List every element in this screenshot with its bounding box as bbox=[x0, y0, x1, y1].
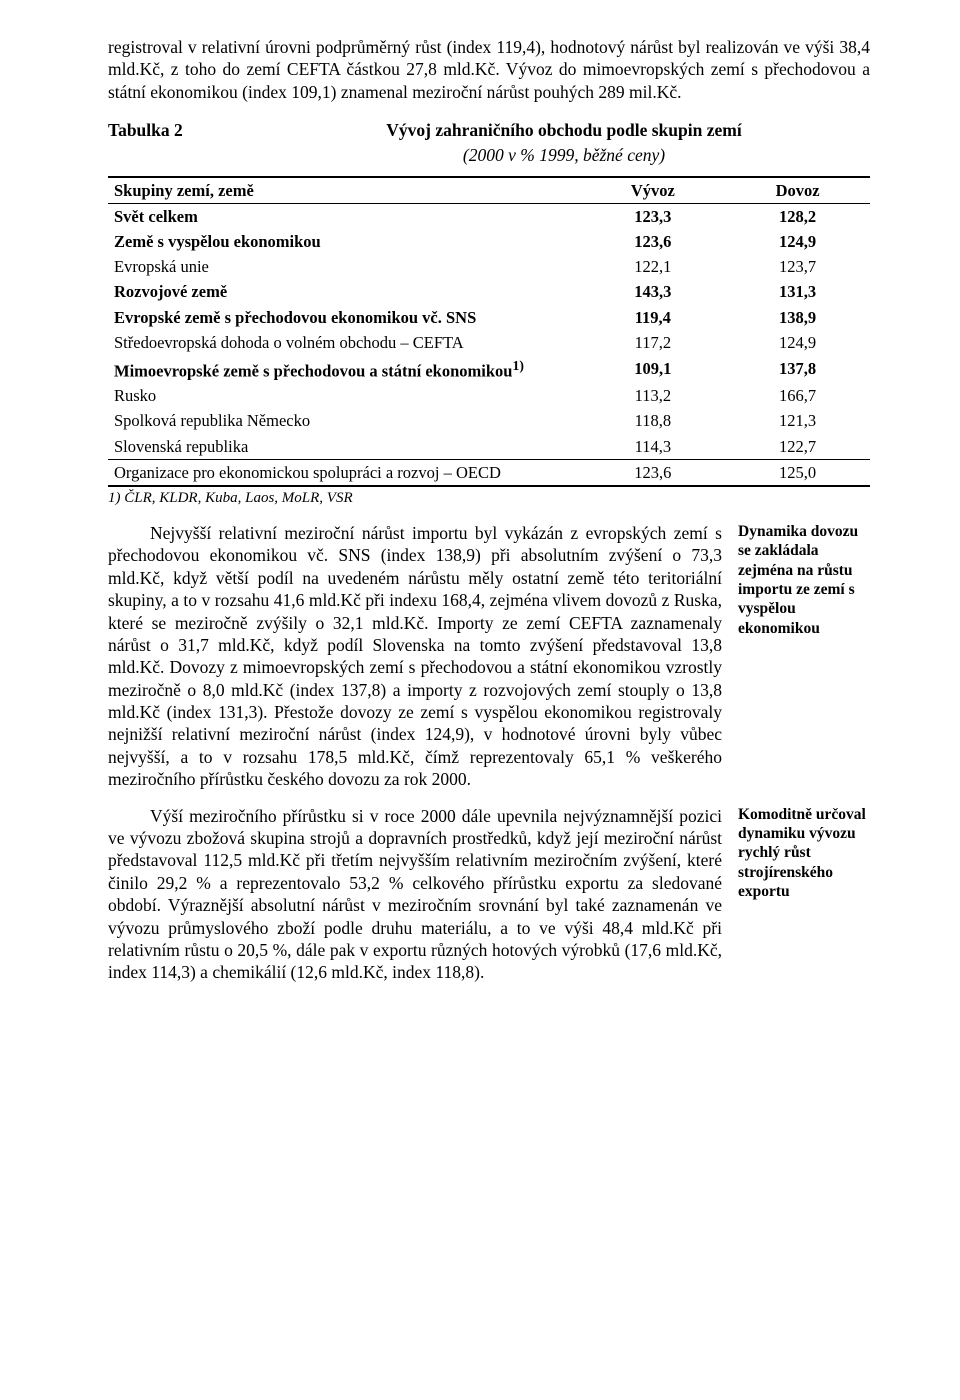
table-row: Rozvojové země143,3131,3 bbox=[108, 279, 870, 304]
row-import: 131,3 bbox=[725, 279, 870, 304]
table-footnote: 1) ČLR, KLDR, Kuba, Laos, MoLR, VSR bbox=[108, 489, 870, 508]
content-block-1: Nejvyšší relativní meziroční nárůst impo… bbox=[108, 522, 870, 791]
table-row: Spolková republika Německo118,8121,3 bbox=[108, 408, 870, 433]
row-label: Rusko bbox=[108, 383, 580, 408]
row-label: Mimoevropské země s přechodovou a státní… bbox=[108, 355, 580, 384]
row-label: Rozvojové země bbox=[108, 279, 580, 304]
paragraph-export-text: Výší meziročního přírůstku si v roce 200… bbox=[108, 805, 722, 984]
table-row: Slovenská republika114,3122,7 bbox=[108, 434, 870, 460]
row-label: Svět celkem bbox=[108, 204, 580, 230]
paragraph-import-text: Nejvyšší relativní meziroční nárůst impo… bbox=[108, 522, 722, 791]
sidenote-export: Komoditně určoval dynamiku vývozu rychlý… bbox=[738, 805, 870, 984]
header-name: Skupiny zemí, země bbox=[108, 177, 580, 204]
paragraph-import: Nejvyšší relativní meziroční nárůst impo… bbox=[108, 522, 722, 791]
row-export: 114,3 bbox=[580, 434, 725, 460]
row-export: 118,8 bbox=[580, 408, 725, 433]
row-export: 113,2 bbox=[580, 383, 725, 408]
table-row: Středoevropská dohoda o volném obchodu –… bbox=[108, 330, 870, 355]
header-import: Dovoz bbox=[725, 177, 870, 204]
header-export: Vývoz bbox=[580, 177, 725, 204]
data-table: Skupiny zemí, země Vývoz Dovoz Svět celk… bbox=[108, 176, 870, 487]
row-export: 123,6 bbox=[580, 459, 725, 486]
sidenote-import: Dynamika dovozu se zakládala zejména na … bbox=[738, 522, 870, 791]
row-import: 137,8 bbox=[725, 355, 870, 384]
row-import: 125,0 bbox=[725, 459, 870, 486]
table-header-row: Skupiny zemí, země Vývoz Dovoz bbox=[108, 177, 870, 204]
table-row: Rusko113,2166,7 bbox=[108, 383, 870, 408]
row-import: 122,7 bbox=[725, 434, 870, 460]
table-title: Vývoj zahraničního obchodu podle skupin … bbox=[258, 119, 870, 141]
table-subtitle: (2000 v % 1999, běžné ceny) bbox=[258, 144, 870, 166]
table-row: Organizace pro ekonomickou spolupráci a … bbox=[108, 459, 870, 486]
row-import: 128,2 bbox=[725, 204, 870, 230]
row-import: 124,9 bbox=[725, 229, 870, 254]
row-import: 166,7 bbox=[725, 383, 870, 408]
row-import: 123,7 bbox=[725, 254, 870, 279]
row-label: Organizace pro ekonomickou spolupráci a … bbox=[108, 459, 580, 486]
row-export: 123,6 bbox=[580, 229, 725, 254]
table-row: Svět celkem123,3128,2 bbox=[108, 204, 870, 230]
row-label: Země s vyspělou ekonomikou bbox=[108, 229, 580, 254]
row-import: 124,9 bbox=[725, 330, 870, 355]
row-label: Evropské země s přechodovou ekonomikou v… bbox=[108, 305, 580, 330]
row-label: Středoevropská dohoda o volném obchodu –… bbox=[108, 330, 580, 355]
row-import: 121,3 bbox=[725, 408, 870, 433]
row-export: 143,3 bbox=[580, 279, 725, 304]
table-title-row: Tabulka 2 Vývoj zahraničního obchodu pod… bbox=[108, 119, 870, 141]
row-export: 109,1 bbox=[580, 355, 725, 384]
paragraph-export: Výší meziročního přírůstku si v roce 200… bbox=[108, 805, 722, 984]
row-label: Evropská unie bbox=[108, 254, 580, 279]
table-row: Evropská unie122,1123,7 bbox=[108, 254, 870, 279]
row-export: 117,2 bbox=[580, 330, 725, 355]
table-label: Tabulka 2 bbox=[108, 119, 258, 141]
row-export: 123,3 bbox=[580, 204, 725, 230]
row-label: Spolková republika Německo bbox=[108, 408, 580, 433]
row-export: 119,4 bbox=[580, 305, 725, 330]
row-import: 138,9 bbox=[725, 305, 870, 330]
content-block-2: Výší meziročního přírůstku si v roce 200… bbox=[108, 805, 870, 984]
table-row: Evropské země s přechodovou ekonomikou v… bbox=[108, 305, 870, 330]
table-row: Mimoevropské země s přechodovou a státní… bbox=[108, 355, 870, 384]
row-label: Slovenská republika bbox=[108, 434, 580, 460]
table-row: Země s vyspělou ekonomikou123,6124,9 bbox=[108, 229, 870, 254]
intro-paragraph: registroval v relativní úrovni podprůměr… bbox=[108, 36, 870, 103]
row-export: 122,1 bbox=[580, 254, 725, 279]
